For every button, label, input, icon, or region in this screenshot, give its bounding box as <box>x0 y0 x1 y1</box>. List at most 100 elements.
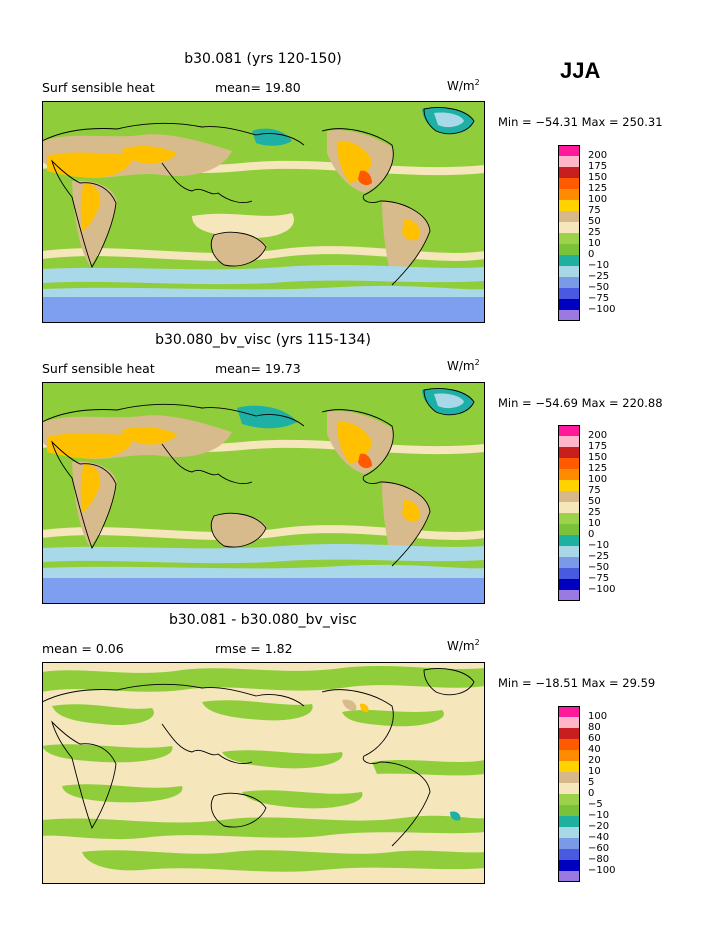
north-pacific-cool <box>237 405 297 429</box>
panel-2-legend: 200 175 150 125 100 75 50 25 10 0 −10 −25 −50 −75 −100 <box>558 425 658 601</box>
legend-color-box <box>558 178 580 189</box>
legend-tick-label: 10 <box>588 518 601 529</box>
legend-color-box <box>558 200 580 211</box>
legend-tick-label: 150 <box>588 172 608 183</box>
legend-color-box <box>558 739 580 750</box>
panel-3-rmse-label: rmse = 1.82 <box>215 641 293 656</box>
legend-tick-label: 100 <box>588 474 608 485</box>
panel-1-units: W/m2 <box>447 78 480 93</box>
legend-color-box <box>558 860 580 871</box>
sahara-heat <box>47 433 133 459</box>
legend-color-box <box>558 255 580 266</box>
legend-color-box <box>558 299 580 310</box>
panel-2-mean-label: mean= 19.73 <box>215 361 301 376</box>
legend-color-box <box>558 491 580 502</box>
legend-color-box <box>558 717 580 728</box>
legend-tick-label: −75 <box>588 573 610 584</box>
legend-tick-label: 10 <box>588 238 601 249</box>
small-diff-patches <box>342 699 461 821</box>
legend-tick-label: 25 <box>588 227 601 238</box>
legend-color-box <box>558 579 580 590</box>
panel-2-units: W/m2 <box>447 358 480 373</box>
legend-tick-label: −10 <box>588 810 610 821</box>
australia-land <box>211 513 267 548</box>
panel-1-map <box>42 101 485 323</box>
legend-tick-label: 25 <box>588 507 601 518</box>
legend-tick-label: 0 <box>588 529 595 540</box>
cream-patch <box>192 213 294 238</box>
legend-color-box <box>558 425 580 436</box>
legend-color-box <box>558 244 580 255</box>
legend-tick-label: 75 <box>588 205 601 216</box>
legend-color-box <box>558 816 580 827</box>
legend-color-box <box>558 189 580 200</box>
legend-color-box <box>558 277 580 288</box>
panel-1-title: b30.081 (yrs 120-150) <box>184 51 342 67</box>
legend-tick-label: −75 <box>588 293 610 304</box>
south-america-land <box>382 201 430 281</box>
legend-tick-label: 125 <box>588 183 608 194</box>
legend-color-box <box>558 145 580 156</box>
southern-ocean-cool <box>42 265 485 285</box>
usa-peak <box>358 453 372 469</box>
panel-3-minmax: Min = −18.51 Max = 29.59 <box>498 676 656 690</box>
greenland-core <box>434 393 464 409</box>
season-label: JJA <box>560 58 601 83</box>
legend-tick-label: 60 <box>588 733 601 744</box>
legend-color-box <box>558 728 580 739</box>
arabia-heat <box>122 146 177 164</box>
panel-3-mean-label: mean = 0.06 <box>42 641 124 656</box>
legend-tick-label: −60 <box>588 843 610 854</box>
legend-color-box <box>558 524 580 535</box>
legend-color-box <box>558 794 580 805</box>
panel-3-map <box>42 662 485 884</box>
panel-2-title: b30.080_bv_visc (yrs 115-134) <box>155 332 371 348</box>
legend-color-box <box>558 480 580 491</box>
legend-tick-label: 20 <box>588 755 601 766</box>
panel-3-title: b30.081 - b30.080_bv_visc <box>168 612 358 628</box>
legend-tick-label: 50 <box>588 496 601 507</box>
greenland-core <box>434 112 464 128</box>
legend-color-box <box>558 233 580 244</box>
legend-color-box <box>558 211 580 222</box>
africa-hot <box>80 464 101 512</box>
panel-2-minmax: Min = −54.69 Max = 220.88 <box>498 396 663 410</box>
legend-color-box <box>558 805 580 816</box>
legend-color-box <box>558 849 580 860</box>
legend-tick-label: −80 <box>588 854 610 865</box>
coastlines <box>42 107 475 286</box>
legend-color-box <box>558 535 580 546</box>
legend-tick-label: 80 <box>588 722 601 733</box>
legend-color-box <box>558 447 580 458</box>
legend-color-box <box>558 827 580 838</box>
panel-2-variable-label: Surf sensible heat <box>42 361 155 376</box>
legend-color-box <box>558 288 580 299</box>
north-pacific-cool <box>252 128 292 146</box>
legend-tick-label: 50 <box>588 216 601 227</box>
legend-color-box <box>558 546 580 557</box>
panel-2-map <box>42 382 485 604</box>
legend-tick-label: −25 <box>588 271 610 282</box>
legend-tick-label: 0 <box>588 788 595 799</box>
legend-color-box <box>558 783 580 794</box>
legend-tick-label: −50 <box>588 282 610 293</box>
legend-tick-label: −25 <box>588 551 610 562</box>
legend-color-box <box>558 761 580 772</box>
coastlines <box>42 388 475 567</box>
legend-color-box <box>558 772 580 783</box>
antarctic-edge <box>42 564 485 578</box>
arabia-heat <box>122 427 177 445</box>
sahara-heat <box>47 152 133 178</box>
legend-color-box <box>558 568 580 579</box>
panel-1-variable-label: Surf sensible heat <box>42 80 155 95</box>
legend-tick-label: −100 <box>588 865 616 876</box>
legend-color-box <box>558 513 580 524</box>
legend-color-box <box>558 502 580 513</box>
south-america-hot <box>402 219 421 241</box>
panel-1-mean-label: mean= 19.80 <box>215 80 301 95</box>
legend-tick-label: 100 <box>588 711 608 722</box>
legend-color-box <box>558 557 580 568</box>
legend-tick-label: 40 <box>588 744 601 755</box>
legend-tick-label: 175 <box>588 161 608 172</box>
legend-tick-label: 125 <box>588 463 608 474</box>
